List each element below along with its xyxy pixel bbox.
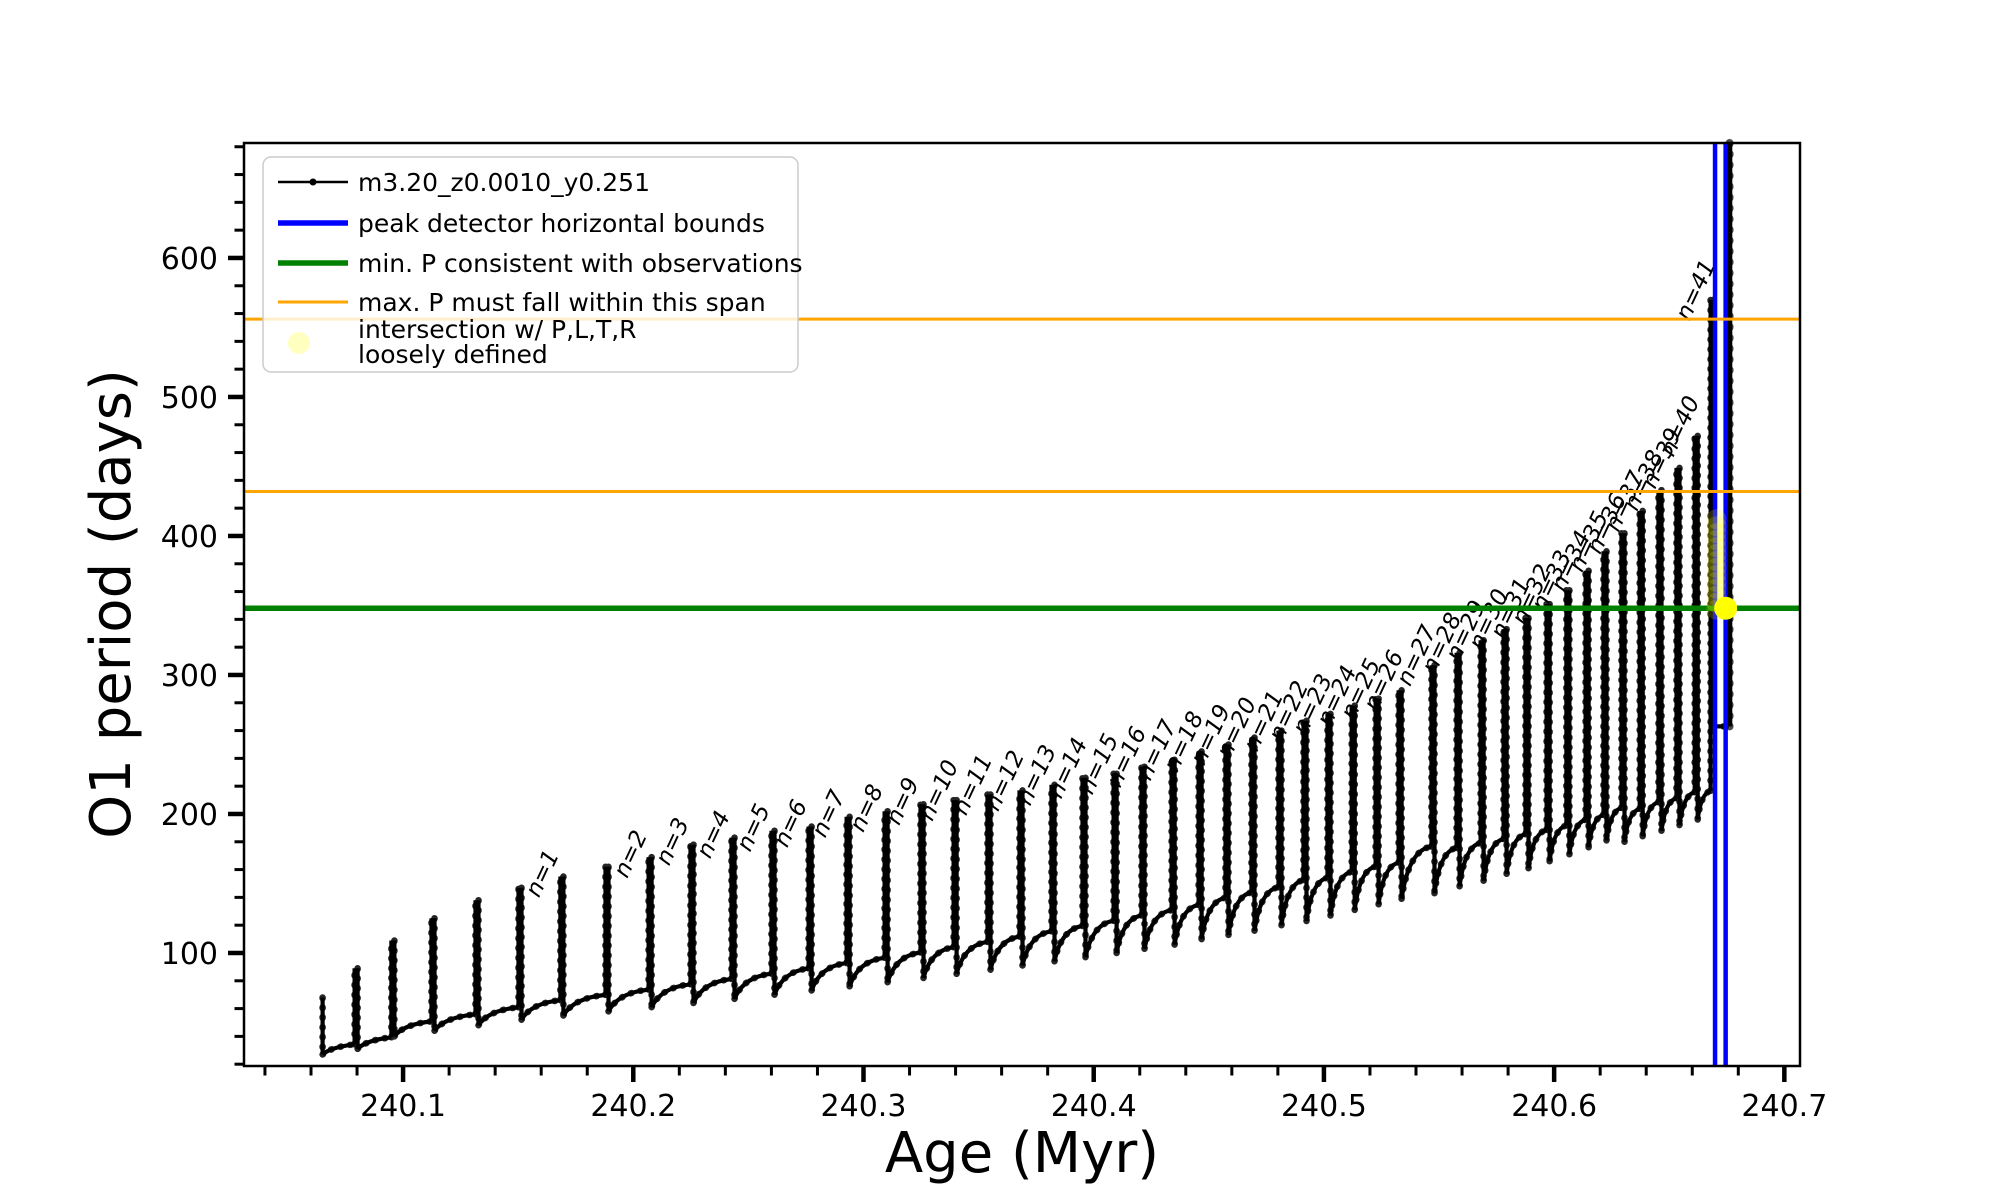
legend-entry-label: peak detector horizontal bounds: [358, 209, 765, 238]
plot-border: [242, 141, 1802, 1068]
intersection-candidate-dot: [1706, 550, 1727, 571]
intersection-candidate-dot: [1706, 544, 1727, 565]
intersection-markers: [1706, 509, 1738, 620]
intersection-candidate-dot: [1706, 564, 1727, 585]
axes: 240.1 240.2 240.3 240.4 240.5 240.6 240.7 100 20…: [79, 141, 1827, 1186]
x-axis-label: Age (Myr): [885, 1121, 1159, 1186]
x-tick-label: 240.5: [1281, 1089, 1367, 1124]
intersection-candidate-dot: [1706, 578, 1727, 599]
legend-swatch-marker: [309, 178, 317, 186]
intersection-candidate-dot: [1706, 516, 1727, 537]
x-tick-label: 240.1: [360, 1089, 446, 1124]
intersection-candidate-dot: [1706, 557, 1727, 578]
y-axis-label: O1 period (days): [79, 369, 144, 839]
y-tick-label: 500: [161, 381, 218, 416]
intersection-candidate-dot: [1706, 530, 1727, 551]
x-tick-label: 240.2: [590, 1089, 676, 1124]
y-tick-label: 400: [161, 520, 218, 555]
x-tick-label: 240.3: [821, 1089, 907, 1124]
intersection-candidate-dot: [1706, 537, 1727, 558]
legend-entry-label-line2: loosely defined: [358, 340, 548, 369]
series-path: [320, 299, 1729, 1057]
y-tick-label: 100: [161, 937, 218, 972]
y-tick-label: 200: [161, 798, 218, 833]
series-markers: [316, 296, 1732, 1058]
y-tick-label: 300: [161, 659, 218, 694]
x-tick-label: 240.6: [1511, 1089, 1597, 1124]
legend-swatch-dot: [288, 332, 310, 354]
intersection-candidate-dot: [1706, 571, 1727, 592]
legend-entry-label: intersection w/ P,L,T,R: [358, 315, 637, 344]
legend-entry-label: m3.20_z0.0010_y0.251: [358, 168, 650, 197]
intersection-candidate-dot: [1706, 523, 1727, 544]
y-tick-label: 600: [161, 242, 218, 277]
pulse-label: n=9: [881, 774, 925, 829]
x-tick-label: 240.4: [1051, 1089, 1137, 1124]
intersection-candidate-dot: [1706, 509, 1727, 530]
legend-entry-label: min. P consistent with observations: [358, 249, 803, 278]
pulse-label: n=3: [651, 814, 695, 869]
intersection-dot: [1714, 596, 1738, 620]
x-tick-label: 240.7: [1741, 1089, 1827, 1124]
legend-entry-label: max. P must fall within this span: [358, 288, 766, 317]
legend-box: [262, 156, 799, 373]
series-curve: [316, 139, 1734, 1058]
